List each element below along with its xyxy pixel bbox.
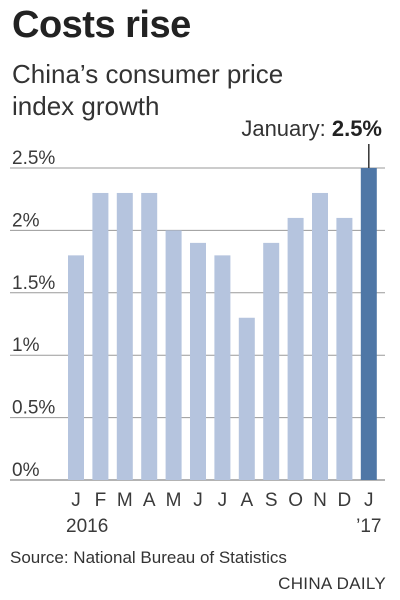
bar <box>312 192 328 480</box>
y-tick-label: 0.5% <box>12 398 55 419</box>
year-label-2016: 2016 <box>66 516 108 537</box>
x-tick-label: M <box>166 490 182 511</box>
x-tick-label: J <box>71 490 81 511</box>
y-tick-label: 2.5% <box>12 148 55 169</box>
bar <box>287 217 304 481</box>
publisher-credit: CHINA DAILY <box>278 574 386 593</box>
x-tick-label: J <box>364 490 374 511</box>
bar <box>190 242 206 480</box>
callout-label: January: <box>241 116 326 141</box>
chart-subtitle: China’s consumer price index growth <box>12 59 284 121</box>
x-tick-label: O <box>288 490 303 511</box>
year-label-2017: ’17 <box>356 516 381 537</box>
y-tick-label: 1% <box>12 335 40 356</box>
x-tick-label: D <box>338 490 352 511</box>
bar <box>360 168 377 480</box>
y-tick-label: 1.5% <box>12 273 55 294</box>
x-tick-label: N <box>313 490 327 511</box>
x-tick-label: F <box>95 490 107 511</box>
chart-title: Costs rise <box>12 4 191 46</box>
bar <box>263 242 280 480</box>
x-tick-label: J <box>218 490 228 511</box>
source-note: Source: National Bureau of Statistics <box>10 548 287 567</box>
x-tick-label: J <box>193 490 203 511</box>
bar <box>92 192 109 480</box>
bar <box>238 317 255 480</box>
bar <box>116 192 133 480</box>
x-tick-label: S <box>265 490 278 511</box>
bar <box>141 192 158 480</box>
bar <box>68 255 84 480</box>
bar <box>214 255 231 480</box>
latest-value-callout: January: 2.5% <box>241 116 382 142</box>
callout-value: 2.5% <box>331 116 382 141</box>
bar <box>336 217 353 481</box>
x-tick-label: M <box>117 490 133 511</box>
bar <box>165 230 182 480</box>
y-tick-label: 2% <box>12 210 40 231</box>
x-tick-label: A <box>240 490 253 511</box>
y-tick-label: 0% <box>12 460 40 481</box>
x-tick-label: A <box>143 490 156 511</box>
